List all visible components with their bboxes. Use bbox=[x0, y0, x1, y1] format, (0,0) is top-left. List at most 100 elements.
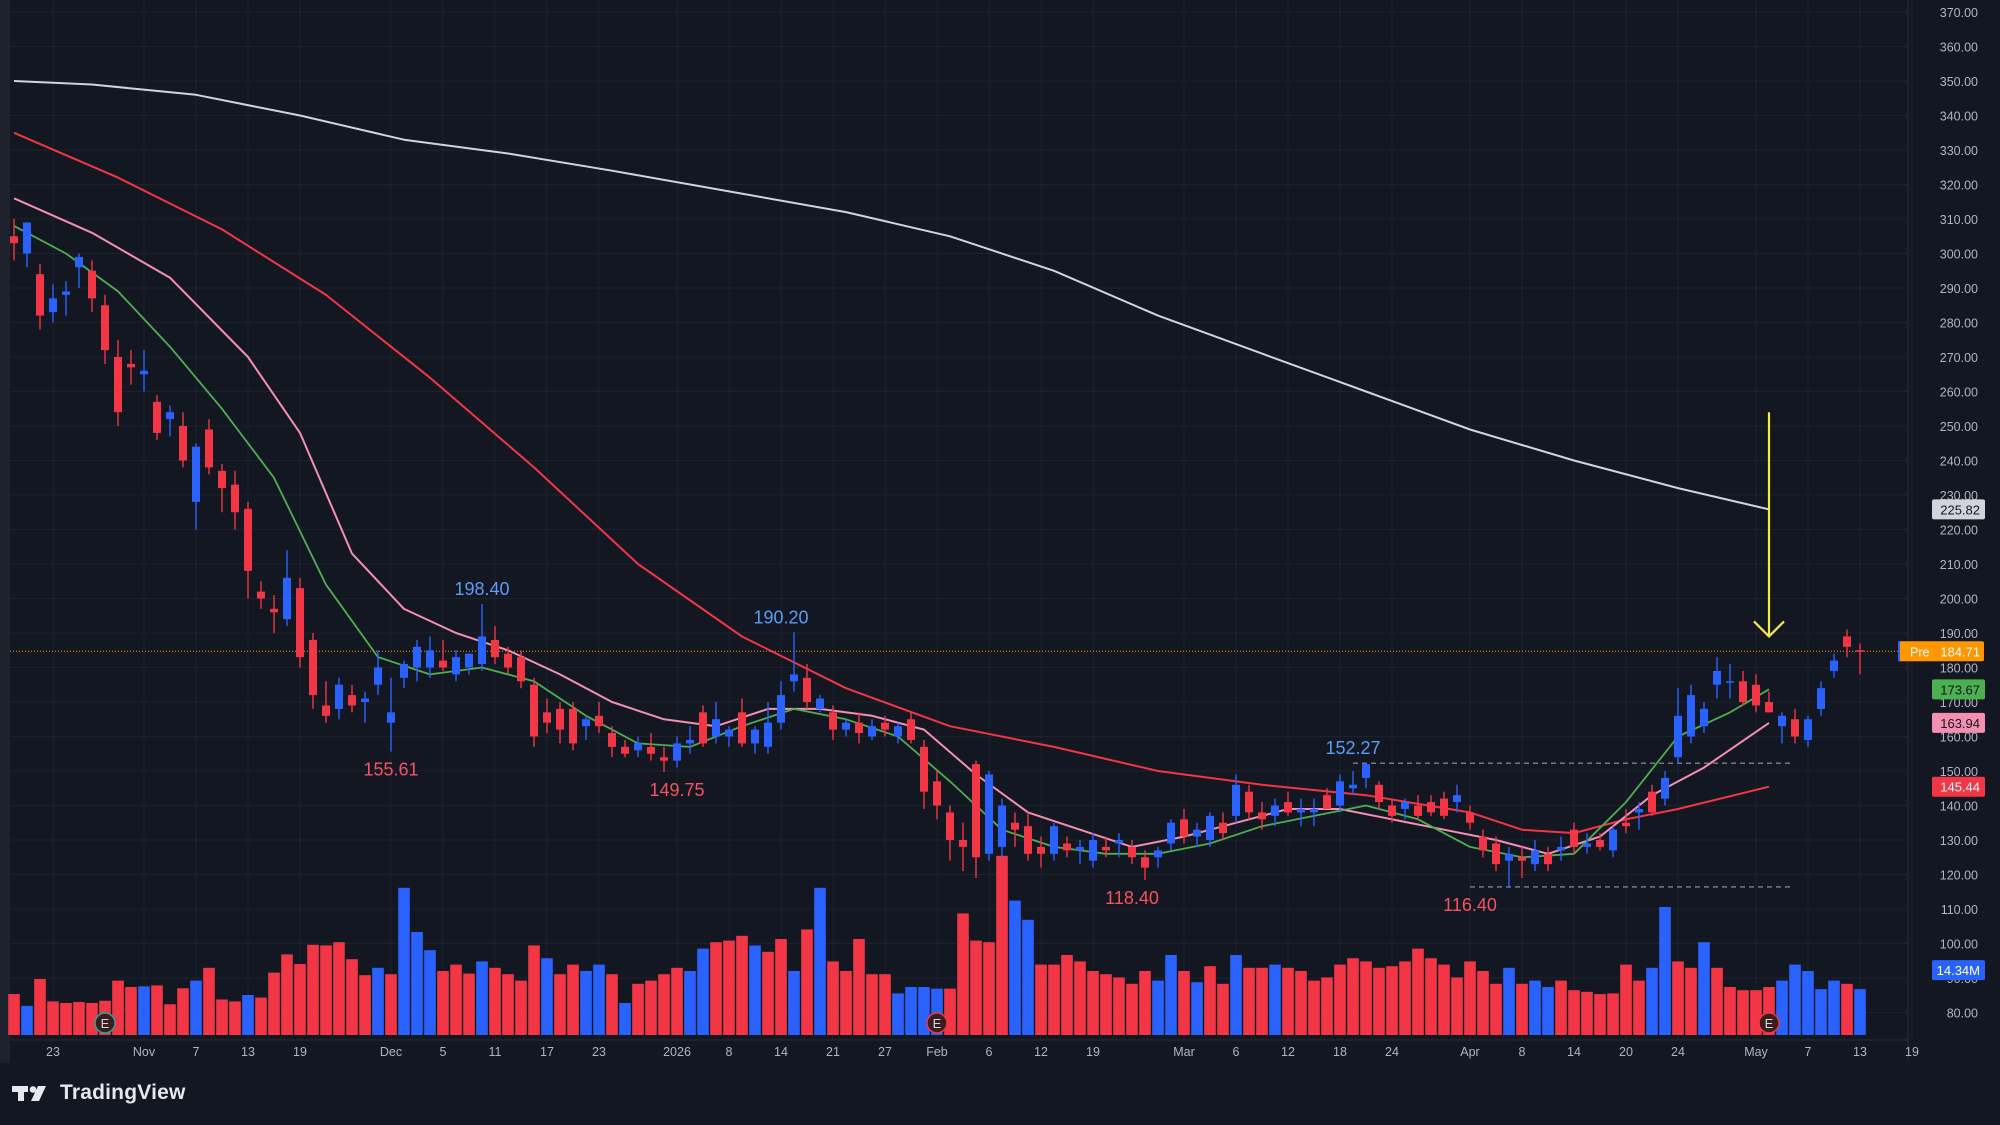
volume-bar bbox=[138, 986, 150, 1035]
volume-bar bbox=[840, 971, 852, 1035]
time-axis-tick: 23 bbox=[46, 1045, 60, 1059]
candle-body bbox=[972, 764, 980, 858]
volume-bar bbox=[1750, 990, 1762, 1035]
candle-body bbox=[1687, 695, 1695, 737]
candle-body bbox=[816, 698, 824, 709]
candles bbox=[10, 219, 1864, 887]
candle-body bbox=[10, 236, 18, 244]
candle-body bbox=[1375, 784, 1383, 803]
candle-body bbox=[140, 370, 148, 375]
earnings-marker-label: E bbox=[101, 1016, 110, 1031]
candle-body bbox=[452, 657, 460, 675]
volume-bar bbox=[1217, 983, 1229, 1035]
candle-body bbox=[1804, 719, 1812, 740]
time-axis-tick: 2026 bbox=[663, 1045, 691, 1059]
candle-body bbox=[335, 684, 343, 709]
candle-body bbox=[1310, 808, 1318, 813]
candle-body bbox=[1388, 805, 1396, 816]
price-axis-tick: 330.00 bbox=[1940, 144, 1978, 158]
volume-bar bbox=[970, 940, 982, 1035]
time-axis-tick: 19 bbox=[293, 1045, 307, 1059]
price-chart[interactable]: 198.40 155.61 190.20 149.75 118.40 152.27 116.… bbox=[0, 0, 2000, 1063]
volume-bar bbox=[554, 974, 566, 1035]
time-axis-tick: 14 bbox=[1567, 1045, 1581, 1059]
candle-body bbox=[504, 653, 512, 668]
volume-bar bbox=[983, 942, 995, 1035]
time-axis-tick: 6 bbox=[986, 1045, 993, 1059]
volume-bar bbox=[697, 948, 709, 1035]
time-axis-tick: 14 bbox=[774, 1045, 788, 1059]
candle-body bbox=[1674, 715, 1682, 758]
volume-bar bbox=[996, 855, 1008, 1035]
time-axis-tick: 27 bbox=[878, 1045, 892, 1059]
volume-bar bbox=[1386, 966, 1398, 1035]
tradingview-logo[interactable]: TradingView bbox=[12, 1081, 186, 1105]
candle-body bbox=[23, 222, 31, 254]
volume-bar bbox=[1568, 990, 1580, 1035]
candle-body bbox=[959, 840, 967, 847]
candle-body bbox=[374, 667, 382, 685]
volume-bar bbox=[1711, 967, 1723, 1035]
price-axis-tick: 290.00 bbox=[1940, 282, 1978, 296]
volume-bar bbox=[1334, 964, 1346, 1035]
candle-body bbox=[1297, 808, 1305, 813]
candle-body bbox=[634, 743, 642, 751]
volume-bar bbox=[112, 980, 124, 1035]
candle-body bbox=[257, 591, 265, 599]
price-axis-tick: 160.00 bbox=[1940, 731, 1978, 745]
volume-bar bbox=[1269, 964, 1281, 1035]
price-axis-tick: 110.00 bbox=[1941, 903, 1978, 917]
axis-price-label: 225.82 bbox=[1932, 499, 1985, 520]
volume-bar bbox=[1607, 993, 1619, 1035]
candle-body bbox=[1544, 853, 1552, 865]
candle-body bbox=[894, 726, 902, 737]
candle-body bbox=[530, 684, 538, 737]
candle-body bbox=[1817, 688, 1825, 709]
candle-body bbox=[543, 712, 551, 723]
earnings-marker bbox=[94, 1012, 116, 1034]
price-annotation: 190.20 bbox=[753, 607, 808, 627]
volume-bar bbox=[21, 1005, 33, 1035]
volume-bar bbox=[8, 994, 20, 1035]
volume-bar bbox=[164, 1004, 176, 1035]
candle-body bbox=[1635, 808, 1643, 813]
candle-body bbox=[62, 291, 70, 295]
candle-body bbox=[699, 712, 707, 744]
candle-body bbox=[920, 746, 928, 792]
volume-bars bbox=[8, 855, 1866, 1035]
candle-body bbox=[1531, 850, 1539, 865]
candle-body bbox=[1037, 846, 1045, 854]
candle-body bbox=[777, 695, 785, 723]
candle-body bbox=[1076, 846, 1084, 851]
price-axis-tick: 170.00 bbox=[1940, 696, 1978, 710]
axis-price-label: Pre 184.71 bbox=[1898, 641, 1984, 662]
candle-body bbox=[413, 646, 421, 668]
price-axis-tick: 190.00 bbox=[1940, 627, 1978, 641]
volume-bar bbox=[1698, 942, 1710, 1035]
volume-bar bbox=[1737, 990, 1749, 1035]
candle-body bbox=[907, 719, 915, 740]
volume-bar bbox=[359, 975, 371, 1035]
volume-bar bbox=[1516, 983, 1528, 1035]
candle-body bbox=[998, 805, 1006, 847]
volume-bar bbox=[1451, 977, 1463, 1035]
volume-bar bbox=[801, 929, 813, 1035]
volume-bar bbox=[60, 1003, 72, 1035]
volume-bar bbox=[671, 967, 683, 1035]
candle-body bbox=[244, 508, 252, 571]
candle-body bbox=[1518, 857, 1526, 861]
candle-body bbox=[1102, 846, 1110, 851]
volume-bar bbox=[281, 954, 293, 1035]
price-axis-tick: 310.00 bbox=[1940, 213, 1978, 227]
candle-body bbox=[1570, 829, 1578, 847]
price-axis-tick: 300.00 bbox=[1940, 248, 1978, 262]
price-axis-tick: 250.00 bbox=[1940, 420, 1978, 434]
volume-bar bbox=[47, 1001, 59, 1035]
candle-body bbox=[114, 357, 122, 413]
volume-bar bbox=[1009, 900, 1021, 1035]
volume-bar bbox=[619, 1003, 631, 1035]
candle-body bbox=[1739, 681, 1747, 702]
volume-bar bbox=[606, 974, 618, 1035]
pre-market-marker bbox=[1898, 641, 1900, 662]
candle-body bbox=[231, 484, 239, 513]
